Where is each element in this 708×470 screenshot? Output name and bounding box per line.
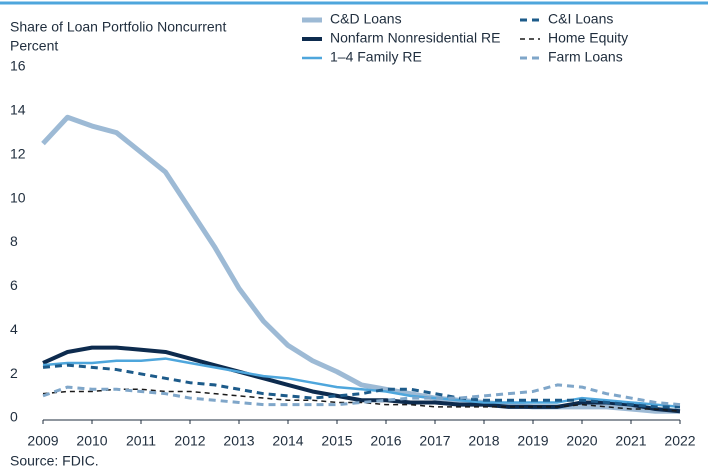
y-tick-label: 2 [10, 365, 18, 381]
x-tick-label: 2015 [321, 433, 352, 449]
y-tick-label: 6 [10, 277, 18, 293]
legend-label: Home Equity [548, 30, 628, 46]
y-tick-label: 4 [10, 321, 18, 337]
x-tick-label: 2017 [419, 433, 450, 449]
x-tick-label: 2021 [615, 433, 646, 449]
legend-label: Nonfarm Nonresidential RE [330, 30, 500, 46]
y-tick-label: 0 [10, 409, 18, 425]
x-tick-label: 2014 [272, 433, 303, 449]
y-tick-label: 12 [10, 145, 26, 161]
x-tick-label: 2016 [370, 433, 401, 449]
series-line [42, 345, 681, 414]
x-tick-label: 2013 [223, 433, 254, 449]
legend-label: C&I Loans [548, 11, 613, 27]
x-tick-label: 2009 [27, 433, 58, 449]
y-tick-label: 10 [10, 189, 26, 205]
y-tick-label: 8 [10, 233, 18, 249]
x-tick-label: 2019 [517, 433, 548, 449]
y-tick-label: 16 [10, 58, 26, 74]
x-tick-label: 2010 [76, 433, 107, 449]
x-tick-label: 2012 [174, 433, 205, 449]
legend-label: Farm Loans [548, 49, 623, 65]
x-tick-label: 2020 [566, 433, 597, 449]
series-line [42, 383, 681, 407]
x-tick-label: 2011 [126, 433, 156, 449]
source: Source: FDIC. [10, 453, 99, 469]
chart-title: Share of Loan Portfolio Noncurrent [10, 19, 226, 35]
legend-label: 1–4 Family RE [330, 49, 422, 65]
series-line [42, 363, 680, 409]
y-axis-label: Percent [10, 38, 58, 54]
x-tick-label: 2018 [468, 433, 499, 449]
x-tick-label: 2022 [664, 433, 695, 449]
series-line [42, 388, 681, 412]
legend-label: C&D Loans [330, 11, 402, 27]
y-tick-label: 14 [10, 102, 26, 118]
series-line [41, 114, 680, 414]
